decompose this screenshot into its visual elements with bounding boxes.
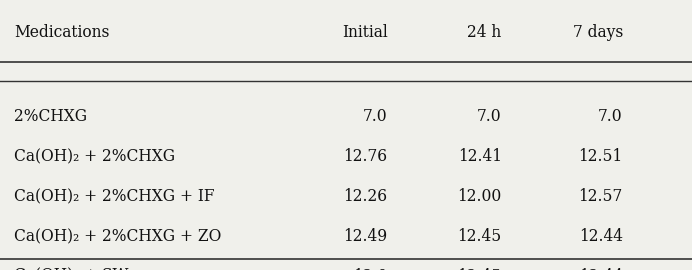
Text: 7.0: 7.0 xyxy=(477,108,502,125)
Text: 12.45: 12.45 xyxy=(457,228,502,245)
Text: 12.44: 12.44 xyxy=(579,268,623,270)
Text: Initial: Initial xyxy=(342,24,388,41)
Text: 12.76: 12.76 xyxy=(343,148,388,165)
Text: Ca(OH)₂ + 2%CHXG + ZO: Ca(OH)₂ + 2%CHXG + ZO xyxy=(14,228,221,245)
Text: 12.41: 12.41 xyxy=(457,148,502,165)
Text: 12.00: 12.00 xyxy=(457,188,502,205)
Text: Ca(OH)₂ + 2%CHXG + IF: Ca(OH)₂ + 2%CHXG + IF xyxy=(14,188,215,205)
Text: 7 days: 7 days xyxy=(572,24,623,41)
Text: 12.57: 12.57 xyxy=(579,188,623,205)
Text: Ca(OH)₂ + SW: Ca(OH)₂ + SW xyxy=(14,268,128,270)
Text: 7.0: 7.0 xyxy=(598,108,623,125)
Text: 7.0: 7.0 xyxy=(363,108,388,125)
Text: 12.26: 12.26 xyxy=(343,188,388,205)
Text: Ca(OH)₂ + 2%CHXG: Ca(OH)₂ + 2%CHXG xyxy=(14,148,175,165)
Text: 12.51: 12.51 xyxy=(579,148,623,165)
Text: 12.44: 12.44 xyxy=(579,228,623,245)
Text: 24 h: 24 h xyxy=(468,24,502,41)
Text: 2%CHXG: 2%CHXG xyxy=(14,108,87,125)
Text: 12.49: 12.49 xyxy=(343,228,388,245)
Text: Medications: Medications xyxy=(14,24,109,41)
Text: 12.0: 12.0 xyxy=(353,268,388,270)
Text: 12.45: 12.45 xyxy=(457,268,502,270)
